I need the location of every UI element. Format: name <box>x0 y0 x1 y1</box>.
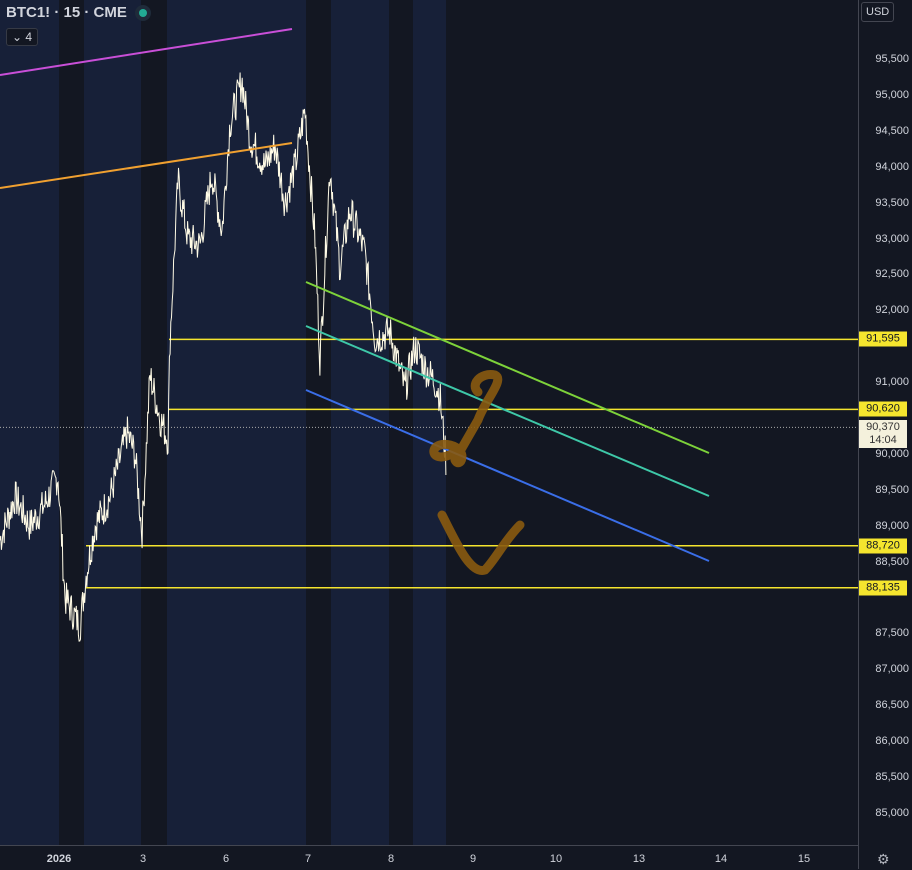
price-tick: 85,500 <box>875 771 909 783</box>
hand-drawn-check-down <box>437 510 525 575</box>
price-tick: 86,000 <box>875 735 909 748</box>
price-tick: 90,000 <box>875 447 909 460</box>
green-channel-line <box>305 281 710 454</box>
price-tick: 94,000 <box>875 160 909 173</box>
time-tick: 6 <box>222 853 230 865</box>
last-price: 90,370 <box>866 421 900 434</box>
chevron-down-icon: ⌄ <box>12 30 23 44</box>
price-tick: 87,500 <box>875 627 909 640</box>
blue-channel-line <box>305 389 710 562</box>
time-tick: 2026 <box>46 853 72 865</box>
price-series <box>0 72 447 642</box>
session-band <box>0 0 59 845</box>
session-band <box>167 0 306 845</box>
price-tick: 92,500 <box>875 268 909 281</box>
price-tick: 87,000 <box>875 663 909 676</box>
time-tick: 10 <box>549 853 563 865</box>
price-tick: 88,500 <box>875 555 909 568</box>
price-tick: 95,000 <box>875 88 909 101</box>
price-tick: 95,500 <box>875 53 909 65</box>
symbol-label: BTC1! · 15 · CME <box>6 4 127 21</box>
bar-countdown: 14:04 <box>869 434 897 447</box>
symbol-title[interactable]: BTC1! · 15 · CME <box>6 4 147 21</box>
price-tick: 89,500 <box>875 483 909 496</box>
time-tick: 8 <box>387 853 395 865</box>
gear-icon[interactable]: ⚙ <box>877 851 890 867</box>
time-tick: 14 <box>714 853 728 865</box>
price-tick: 92,000 <box>875 304 909 317</box>
session-band <box>331 0 389 845</box>
orange-trend-line <box>0 142 293 189</box>
level-price-label: 91,595 <box>859 331 907 347</box>
time-tick: 7 <box>304 853 312 865</box>
indicators-count: 4 <box>25 30 33 44</box>
price-tick: 94,500 <box>875 124 909 137</box>
price-tick: 85,000 <box>875 806 909 819</box>
session-band <box>84 0 141 845</box>
time-tick: 9 <box>469 853 477 865</box>
level-price-label: 88,720 <box>859 538 907 554</box>
price-tick: 91,000 <box>875 376 909 389</box>
magenta-trend-line <box>0 28 293 76</box>
teal-channel-line <box>305 325 710 497</box>
level-price-label: 88,135 <box>859 580 907 596</box>
currency-button[interactable]: USD <box>861 2 895 22</box>
market-status-icon <box>138 8 147 17</box>
time-axis[interactable]: 2026 3 6 7 8 9 10 13 14 15 <box>0 845 858 870</box>
price-tick: 89,000 <box>875 519 909 532</box>
time-tick: 13 <box>632 853 646 865</box>
session-band <box>413 0 446 845</box>
price-tick: 86,500 <box>875 699 909 712</box>
indicators-toggle[interactable]: ⌄ 4 <box>6 28 39 46</box>
price-tick: 93,500 <box>875 196 909 209</box>
level-price-label: 90,620 <box>859 401 907 417</box>
time-tick: 15 <box>797 853 811 865</box>
price-tick: 93,000 <box>875 232 909 245</box>
hand-drawn-arrow-up <box>429 370 503 468</box>
price-chart[interactable] <box>0 0 858 845</box>
time-tick: 3 <box>139 853 147 865</box>
